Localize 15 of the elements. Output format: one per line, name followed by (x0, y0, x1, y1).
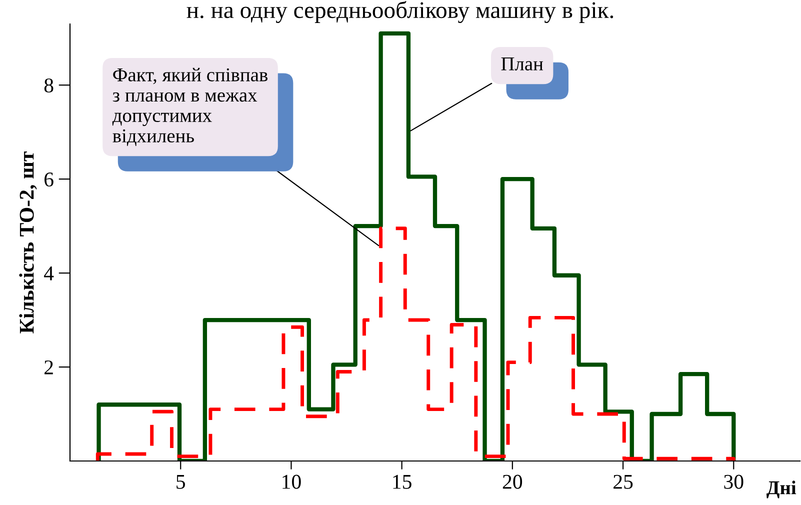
x-tick-label: 5 (176, 475, 185, 489)
y-axis-title: Кількість ТО-2, шт (19, 152, 37, 334)
x-tick-label: 10 (282, 474, 301, 489)
y-tick-label: 6 (44, 172, 54, 186)
y-tick-label: 4 (44, 266, 54, 280)
x-axis-title: Дні (766, 480, 796, 498)
y-tick-label: 2 (44, 360, 53, 374)
x-tick-label: 30 (724, 474, 744, 489)
chart-title: н. на одну середньооблікову машину в рік. (186, 1, 614, 24)
x-tick-label: 15 (393, 474, 412, 489)
x-tick-label: 25 (614, 474, 633, 489)
annotation: Факт, який співпав з планом в межах допустимих відхилень (112, 68, 268, 146)
y-tick-label: 8 (44, 78, 54, 93)
annotation: План (501, 58, 544, 70)
x-tick-label: 20 (502, 474, 522, 489)
